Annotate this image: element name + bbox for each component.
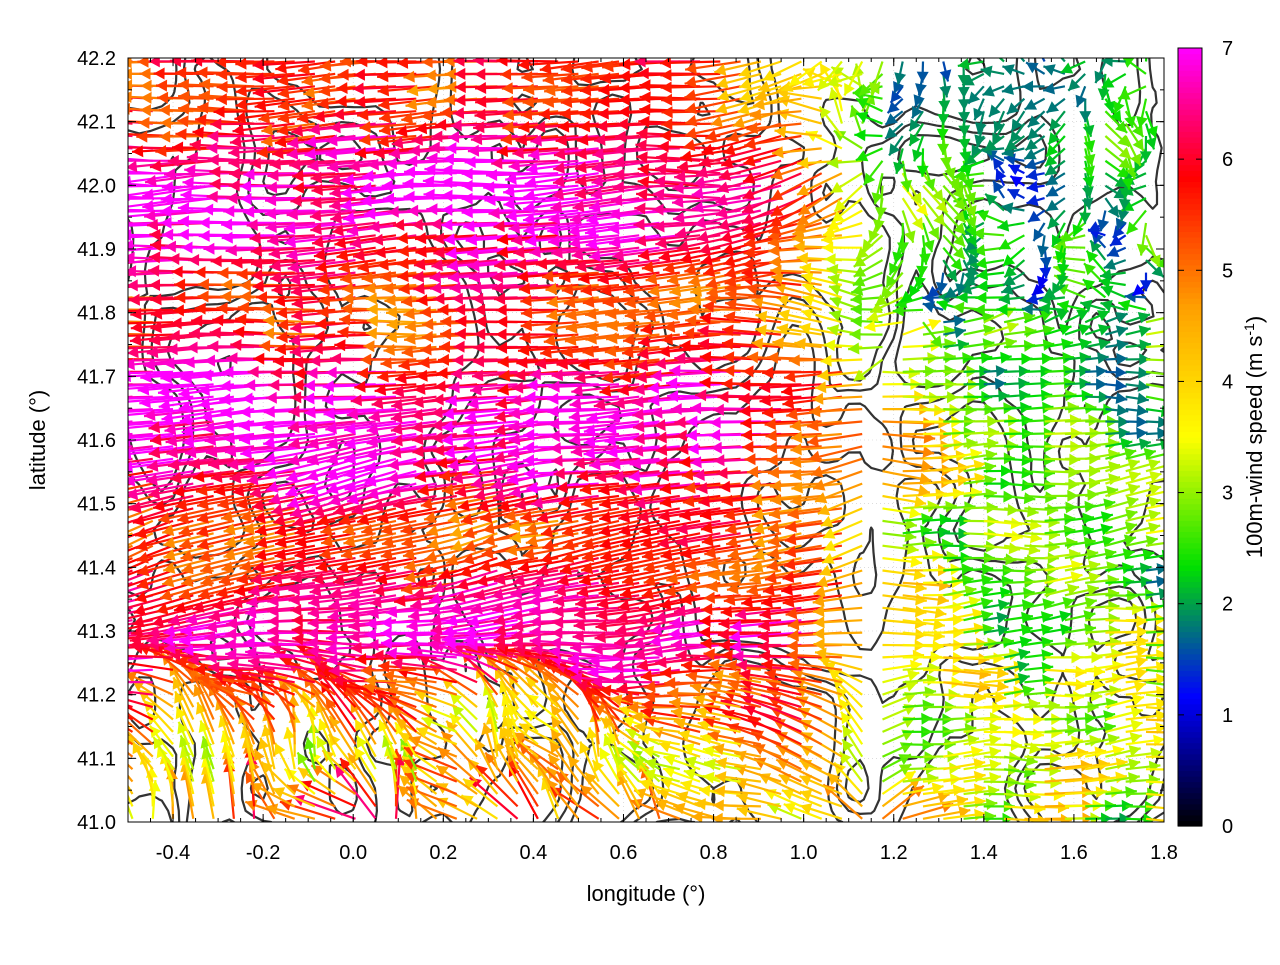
wind-arrow-head <box>83 517 95 528</box>
wind-arrow-head <box>119 435 131 447</box>
wind-arrow-head <box>62 434 74 446</box>
wind-arrow-head <box>67 460 79 472</box>
wind-arrow-head <box>81 667 92 679</box>
wind-arrow <box>87 533 133 555</box>
wind-arrow-head <box>116 558 128 569</box>
wind-arrow-head <box>68 604 80 616</box>
wind-arrow-head <box>64 634 76 646</box>
wind-arrow-head <box>65 671 77 683</box>
wind-arrow-shaft <box>71 471 133 481</box>
wind-arrow-shaft <box>84 682 153 683</box>
wind-arrow-head <box>115 546 128 557</box>
wind-arrow-head <box>111 604 123 616</box>
wind-arrow-head <box>93 473 105 485</box>
wind-arrow-head <box>1166 666 1178 678</box>
wind-arrow-head <box>62 663 73 675</box>
wind-arrow-head <box>106 545 119 556</box>
wind-arrow-shaft <box>1146 433 1169 434</box>
wind-arrow-head <box>103 475 115 487</box>
wind-arrow-head <box>87 544 100 555</box>
wind-arrow-head <box>112 518 124 529</box>
wind-arrow-shaft <box>62 645 132 651</box>
wind-arrow-shaft <box>86 521 133 541</box>
wind-arrow-head <box>1165 448 1177 460</box>
wind-arrow-head <box>114 582 126 593</box>
wind-arrow-head <box>70 594 82 605</box>
wind-arrow-head <box>71 473 83 485</box>
wind-arrow <box>87 711 132 744</box>
wind-arrow-head <box>1165 612 1177 624</box>
wind-arrow-head <box>116 570 128 581</box>
wind-arrow-head <box>87 595 99 606</box>
wind-arrow-head <box>114 533 126 544</box>
wind-arrow-head <box>91 585 103 596</box>
wind-arrow-head <box>61 654 72 666</box>
wind-arrow-shaft <box>87 533 133 554</box>
wind-arrow-head <box>100 461 112 473</box>
wind-arrow-shaft <box>87 711 132 744</box>
wind-arrow-head <box>103 517 115 528</box>
wind-arrow-head <box>120 448 132 460</box>
wind-arrow-head <box>86 604 98 616</box>
wind-arrow-shaft <box>61 422 132 428</box>
wind-arrow <box>86 521 133 542</box>
wind-arrow-head <box>112 657 124 669</box>
wind-arrow <box>61 654 133 666</box>
wind-arrow-shaft <box>62 669 133 670</box>
wind-arrow-head <box>82 656 93 668</box>
wind-arrow-head <box>95 734 107 746</box>
wind-arrow <box>65 671 133 683</box>
wind-arrow-head <box>64 447 76 459</box>
wind-arrow-shaft <box>68 595 133 613</box>
wind-arrow-head <box>112 593 124 604</box>
wind-arrow-head <box>1166 653 1177 665</box>
wind-arrow-head <box>88 460 100 472</box>
wind-arrow-head <box>115 769 126 782</box>
wind-arrow-head <box>61 420 73 432</box>
wind-arrow-head <box>117 783 128 795</box>
wind-arrow-head <box>91 724 103 736</box>
wind-arrow-head <box>110 642 121 654</box>
wind-arrow-head <box>1166 639 1177 651</box>
wind-arrow <box>70 583 133 606</box>
wind-arrow-head <box>1166 625 1177 637</box>
wind-arrow-head <box>74 584 87 595</box>
wind-arrow <box>62 644 132 656</box>
wind-arrow-head <box>65 624 77 636</box>
wind-arrow-head <box>1167 679 1179 691</box>
wind-arrow-head <box>110 650 121 662</box>
wind-arrow-shaft <box>61 657 133 660</box>
wind-arrow <box>62 663 133 675</box>
wind-arrow-head <box>112 708 124 720</box>
wind-arrow-shaft <box>67 459 132 468</box>
wind-arrow-head <box>105 532 118 543</box>
wind-arrow-shaft <box>70 583 133 604</box>
wind-arrow-head <box>62 644 73 656</box>
wind-arrow-head <box>121 461 133 473</box>
wind-arrow <box>71 471 133 485</box>
wind-arrow-shaft <box>65 676 133 683</box>
wind-arrow <box>68 595 133 616</box>
wind-arrow-head <box>86 531 99 542</box>
wind-arrow-head <box>84 645 96 657</box>
wind-arrow <box>67 459 132 472</box>
wind-arrow-head <box>87 711 99 722</box>
